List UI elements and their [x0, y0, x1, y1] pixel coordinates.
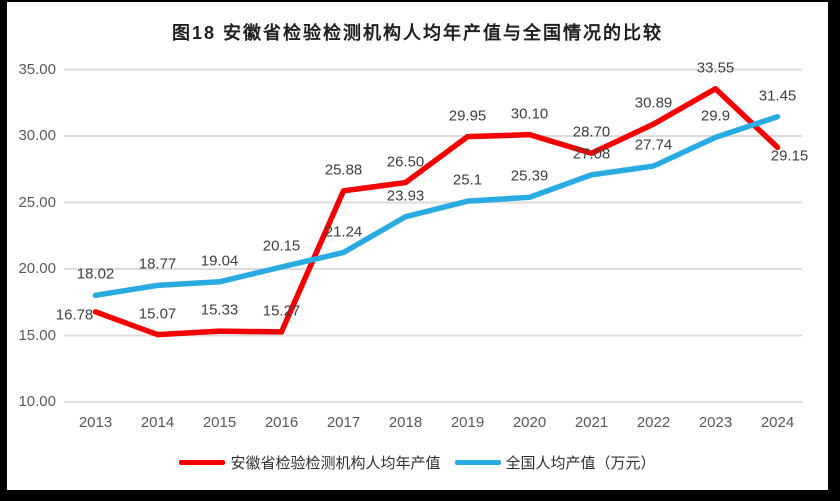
data-label: 28.70 [572, 123, 611, 141]
x-tick-label: 2017 [326, 414, 361, 431]
y-tick-label: 20.00 [18, 260, 56, 277]
data-label: 25.88 [324, 161, 363, 179]
data-label: 21.24 [324, 223, 363, 240]
data-label: 16.78 [55, 306, 94, 324]
data-label: 15.33 [200, 301, 239, 319]
data-label: 20.15 [262, 237, 301, 255]
data-label: 29.95 [448, 107, 487, 125]
data-label: 18.02 [76, 265, 115, 283]
y-tick-label: 30.00 [18, 127, 56, 144]
x-tick-label: 2019 [450, 414, 485, 431]
data-label: 26.50 [386, 153, 425, 171]
frame-left [0, 0, 7, 501]
legend-item-anhui: 安徽省检验检测机构人均年产值 [179, 452, 441, 473]
x-tick-label: 2024 [760, 414, 795, 431]
data-label: 30.10 [510, 105, 549, 123]
data-label: 27.74 [634, 136, 673, 154]
legend-label-anhui: 安徽省检验检测机构人均年产值 [230, 454, 441, 472]
x-tick-label: 2023 [698, 414, 733, 431]
legend-line-anhui-icon [179, 459, 226, 465]
y-tick-label: 25.00 [18, 193, 56, 211]
chart-title: 图18 安徽省检验检测机构人均年产值与全国情况的比较 [171, 23, 664, 43]
data-label: 29.9 [700, 107, 731, 125]
data-label: 30.89 [634, 94, 673, 112]
data-label: 15.07 [138, 305, 177, 323]
y-tick-label: 35.00 [18, 60, 56, 78]
frame-right [828, 0, 840, 501]
y-tick-label: 15.00 [18, 326, 56, 344]
y-tick-label: 10.00 [18, 393, 56, 410]
data-label: 31.45 [758, 87, 797, 105]
x-tick-label: 2018 [388, 414, 423, 431]
data-label: 25.1 [452, 171, 483, 189]
series-line-national [92, 113, 781, 299]
data-label: 23.93 [386, 187, 425, 205]
x-tick-label: 2022 [636, 414, 671, 431]
x-tick-label: 2021 [574, 414, 609, 431]
data-label: 27.08 [572, 145, 611, 163]
x-tick-label: 2014 [140, 414, 175, 431]
data-label: 15.27 [262, 302, 301, 320]
data-label: 33.55 [696, 59, 735, 77]
x-tick-label: 2015 [202, 414, 237, 431]
frame-top [0, 0, 840, 2]
legend-label-national: 全国人均产值（万元） [505, 454, 656, 472]
x-tick-label: 2013 [78, 414, 113, 431]
data-label: 18.77 [138, 255, 177, 273]
series-line-anhui [92, 86, 781, 338]
data-label: 19.04 [200, 252, 239, 270]
data-label: 29.15 [770, 147, 809, 165]
x-tick-label: 2016 [264, 414, 299, 431]
x-tick-label: 2020 [512, 414, 547, 431]
legend-line-national-icon [454, 459, 501, 465]
legend-item-national: 全国人均产值（万元） [454, 452, 656, 473]
legend: 安徽省检验检测机构人均年产值 全国人均产值（万元） [7, 451, 828, 473]
frame-bottom [0, 490, 840, 501]
data-label: 25.39 [510, 167, 549, 185]
